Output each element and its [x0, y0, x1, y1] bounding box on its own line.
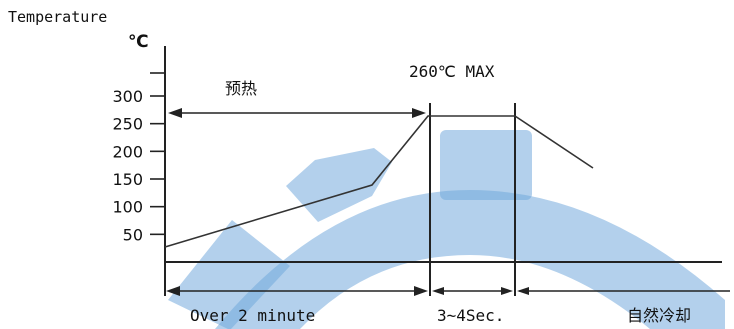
- phase2-arrow-left-head: [432, 287, 444, 295]
- preheat-label: 预热: [225, 79, 257, 98]
- phase1-label: Over 2 minute: [190, 306, 315, 325]
- preheat-arrow-left-head: [168, 108, 182, 118]
- phase3-label: 自然冷却: [627, 306, 691, 325]
- watermark-shape: [215, 190, 725, 329]
- y-axis-label: Temperature: [8, 8, 107, 26]
- y-tick-label: 100: [112, 198, 143, 217]
- y-ticks: 50 100 150 200 250 300: [112, 72, 165, 244]
- y-tick-label: 50: [123, 225, 143, 244]
- phase2-arrow-right-head: [501, 287, 513, 295]
- phase1-arrow-left-head: [166, 286, 180, 296]
- phase1-arrow-right-head: [414, 286, 428, 296]
- preheat-arrow-right-head: [412, 108, 426, 118]
- y-axis-unit: ℃: [128, 32, 149, 52]
- y-tick-label: 200: [112, 142, 143, 161]
- watermark-logo: [168, 130, 725, 329]
- phase3-arrow-left-head: [517, 287, 529, 295]
- watermark-shape: [440, 130, 532, 200]
- peak-label: 260℃ MAX: [409, 62, 495, 81]
- temperature-curve: [164, 115, 594, 248]
- phase2-label: 3~4Sec.: [437, 306, 504, 325]
- y-tick-label: 150: [112, 170, 143, 189]
- y-tick-label: 250: [112, 115, 143, 134]
- y-tick-label: 300: [112, 87, 143, 106]
- watermark-shape: [168, 220, 290, 329]
